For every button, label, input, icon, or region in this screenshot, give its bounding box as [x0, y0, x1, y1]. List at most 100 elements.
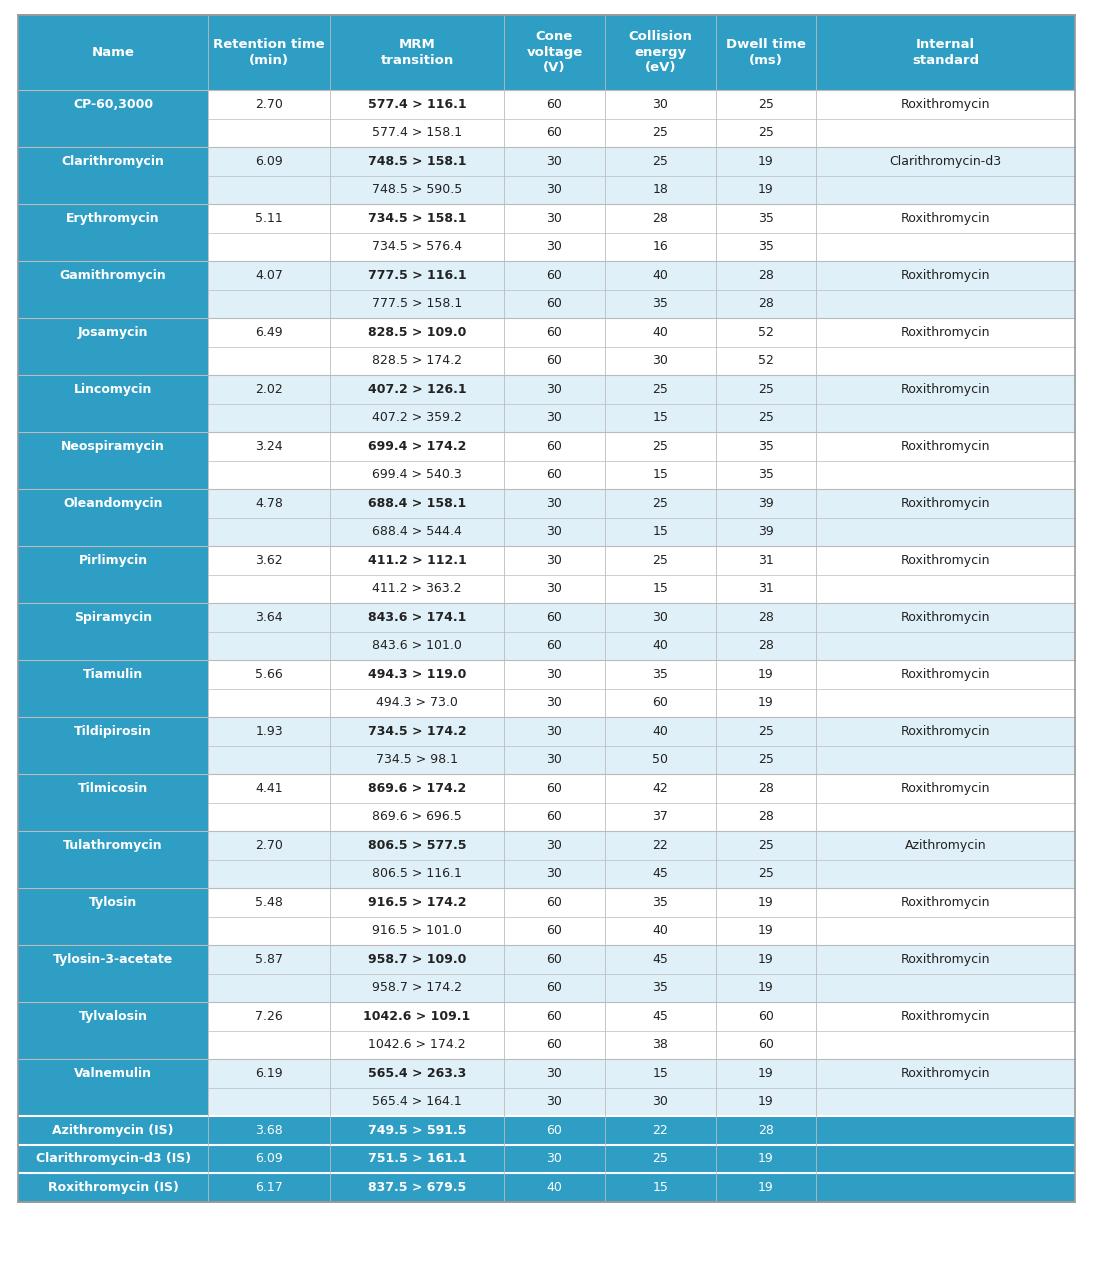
- Bar: [209, 347, 1076, 375]
- Text: 25: 25: [757, 97, 774, 111]
- Text: 7.26: 7.26: [255, 1010, 283, 1023]
- Text: 60: 60: [546, 611, 563, 623]
- Text: 25: 25: [653, 155, 668, 168]
- Text: 411.2 > 363.2: 411.2 > 363.2: [373, 582, 461, 595]
- Bar: [17, 974, 209, 1002]
- Text: 734.5 > 576.4: 734.5 > 576.4: [372, 241, 462, 253]
- Text: Roxithromycin: Roxithromycin: [901, 668, 990, 681]
- Text: 1042.6 > 109.1: 1042.6 > 109.1: [363, 1010, 471, 1023]
- Text: 25: 25: [757, 838, 774, 851]
- Text: Gamithromycin: Gamithromycin: [60, 269, 166, 282]
- Bar: [17, 575, 209, 603]
- Bar: [17, 90, 209, 119]
- Text: 3.68: 3.68: [255, 1124, 283, 1137]
- Text: 4.78: 4.78: [255, 497, 283, 509]
- Text: Josamycin: Josamycin: [78, 325, 149, 339]
- Text: 30: 30: [653, 611, 668, 623]
- Text: 1.93: 1.93: [256, 724, 283, 737]
- Text: 60: 60: [546, 982, 563, 995]
- Bar: [209, 461, 1076, 489]
- Text: Lincomycin: Lincomycin: [74, 383, 152, 396]
- Text: 16: 16: [653, 241, 668, 253]
- Text: 25: 25: [757, 411, 774, 424]
- Bar: [209, 289, 1076, 317]
- Text: 30: 30: [546, 668, 563, 681]
- Bar: [17, 461, 209, 489]
- Text: 5.48: 5.48: [255, 896, 283, 909]
- Text: 45: 45: [653, 868, 668, 881]
- Text: 958.7 > 174.2: 958.7 > 174.2: [372, 982, 462, 995]
- Text: 60: 60: [757, 1038, 774, 1051]
- Text: 494.3 > 73.0: 494.3 > 73.0: [376, 696, 458, 709]
- Text: 25: 25: [653, 1152, 668, 1165]
- Bar: [209, 375, 1076, 403]
- Text: 19: 19: [757, 1066, 774, 1080]
- Text: 60: 60: [546, 924, 563, 937]
- Text: MRM
transition: MRM transition: [380, 38, 454, 67]
- Text: Roxithromycin (IS): Roxithromycin (IS): [48, 1180, 178, 1194]
- Text: 28: 28: [757, 1124, 774, 1137]
- Text: 40: 40: [653, 269, 668, 282]
- Text: 19: 19: [757, 924, 774, 937]
- Text: Neospiramycin: Neospiramycin: [61, 440, 165, 453]
- Bar: [209, 175, 1076, 204]
- Text: 777.5 > 116.1: 777.5 > 116.1: [367, 269, 467, 282]
- Bar: [209, 147, 1076, 175]
- Text: 828.5 > 109.0: 828.5 > 109.0: [368, 325, 467, 339]
- Text: 25: 25: [757, 383, 774, 396]
- Text: 40: 40: [653, 924, 668, 937]
- Text: 30: 30: [546, 155, 563, 168]
- Text: Valnemulin: Valnemulin: [74, 1066, 152, 1080]
- Text: Tildipirosin: Tildipirosin: [74, 724, 152, 737]
- Bar: [209, 1172, 1076, 1202]
- Bar: [209, 119, 1076, 147]
- Bar: [17, 1059, 209, 1088]
- Bar: [209, 1059, 1076, 1088]
- Text: CP-60,3000: CP-60,3000: [73, 97, 153, 111]
- Text: Oleandomycin: Oleandomycin: [63, 497, 163, 509]
- Text: 30: 30: [546, 1152, 563, 1165]
- Text: 28: 28: [757, 269, 774, 282]
- Text: 6.19: 6.19: [256, 1066, 283, 1080]
- Bar: [209, 859, 1076, 888]
- Text: 30: 30: [546, 753, 563, 767]
- Text: 15: 15: [653, 525, 668, 539]
- Text: 60: 60: [546, 440, 563, 453]
- Bar: [17, 1116, 209, 1144]
- Bar: [17, 1172, 209, 1202]
- Text: 52: 52: [757, 325, 774, 339]
- Text: 751.5 > 161.1: 751.5 > 161.1: [367, 1152, 467, 1165]
- Text: 407.2 > 126.1: 407.2 > 126.1: [367, 383, 467, 396]
- Text: 60: 60: [546, 782, 563, 795]
- Text: 19: 19: [757, 1180, 774, 1194]
- Text: 19: 19: [757, 896, 774, 909]
- Text: 19: 19: [757, 982, 774, 995]
- Text: Roxithromycin: Roxithromycin: [901, 97, 990, 111]
- Text: Cone
voltage
(V): Cone voltage (V): [527, 31, 583, 74]
- Bar: [17, 859, 209, 888]
- Text: 869.6 > 696.5: 869.6 > 696.5: [372, 810, 462, 823]
- Text: 50: 50: [653, 753, 668, 767]
- Text: 60: 60: [546, 97, 563, 111]
- Text: 734.5 > 174.2: 734.5 > 174.2: [367, 724, 467, 737]
- Text: 28: 28: [757, 782, 774, 795]
- Text: 30: 30: [546, 411, 563, 424]
- Bar: [209, 831, 1076, 859]
- Text: 3.62: 3.62: [256, 554, 283, 567]
- Text: Roxithromycin: Roxithromycin: [901, 611, 990, 623]
- Text: 748.5 > 158.1: 748.5 > 158.1: [367, 155, 467, 168]
- Bar: [209, 1116, 1076, 1144]
- Text: Name: Name: [92, 46, 134, 59]
- Text: 60: 60: [546, 297, 563, 310]
- Text: 30: 30: [546, 241, 563, 253]
- Text: 699.4 > 540.3: 699.4 > 540.3: [372, 468, 462, 481]
- Text: Roxithromycin: Roxithromycin: [901, 497, 990, 509]
- Text: 28: 28: [757, 810, 774, 823]
- Text: 15: 15: [653, 468, 668, 481]
- Text: 565.4 > 263.3: 565.4 > 263.3: [368, 1066, 466, 1080]
- Bar: [17, 175, 209, 204]
- Text: 19: 19: [757, 1096, 774, 1108]
- Text: 407.2 > 359.2: 407.2 > 359.2: [372, 411, 462, 424]
- Bar: [17, 745, 209, 774]
- Text: 15: 15: [653, 1180, 668, 1194]
